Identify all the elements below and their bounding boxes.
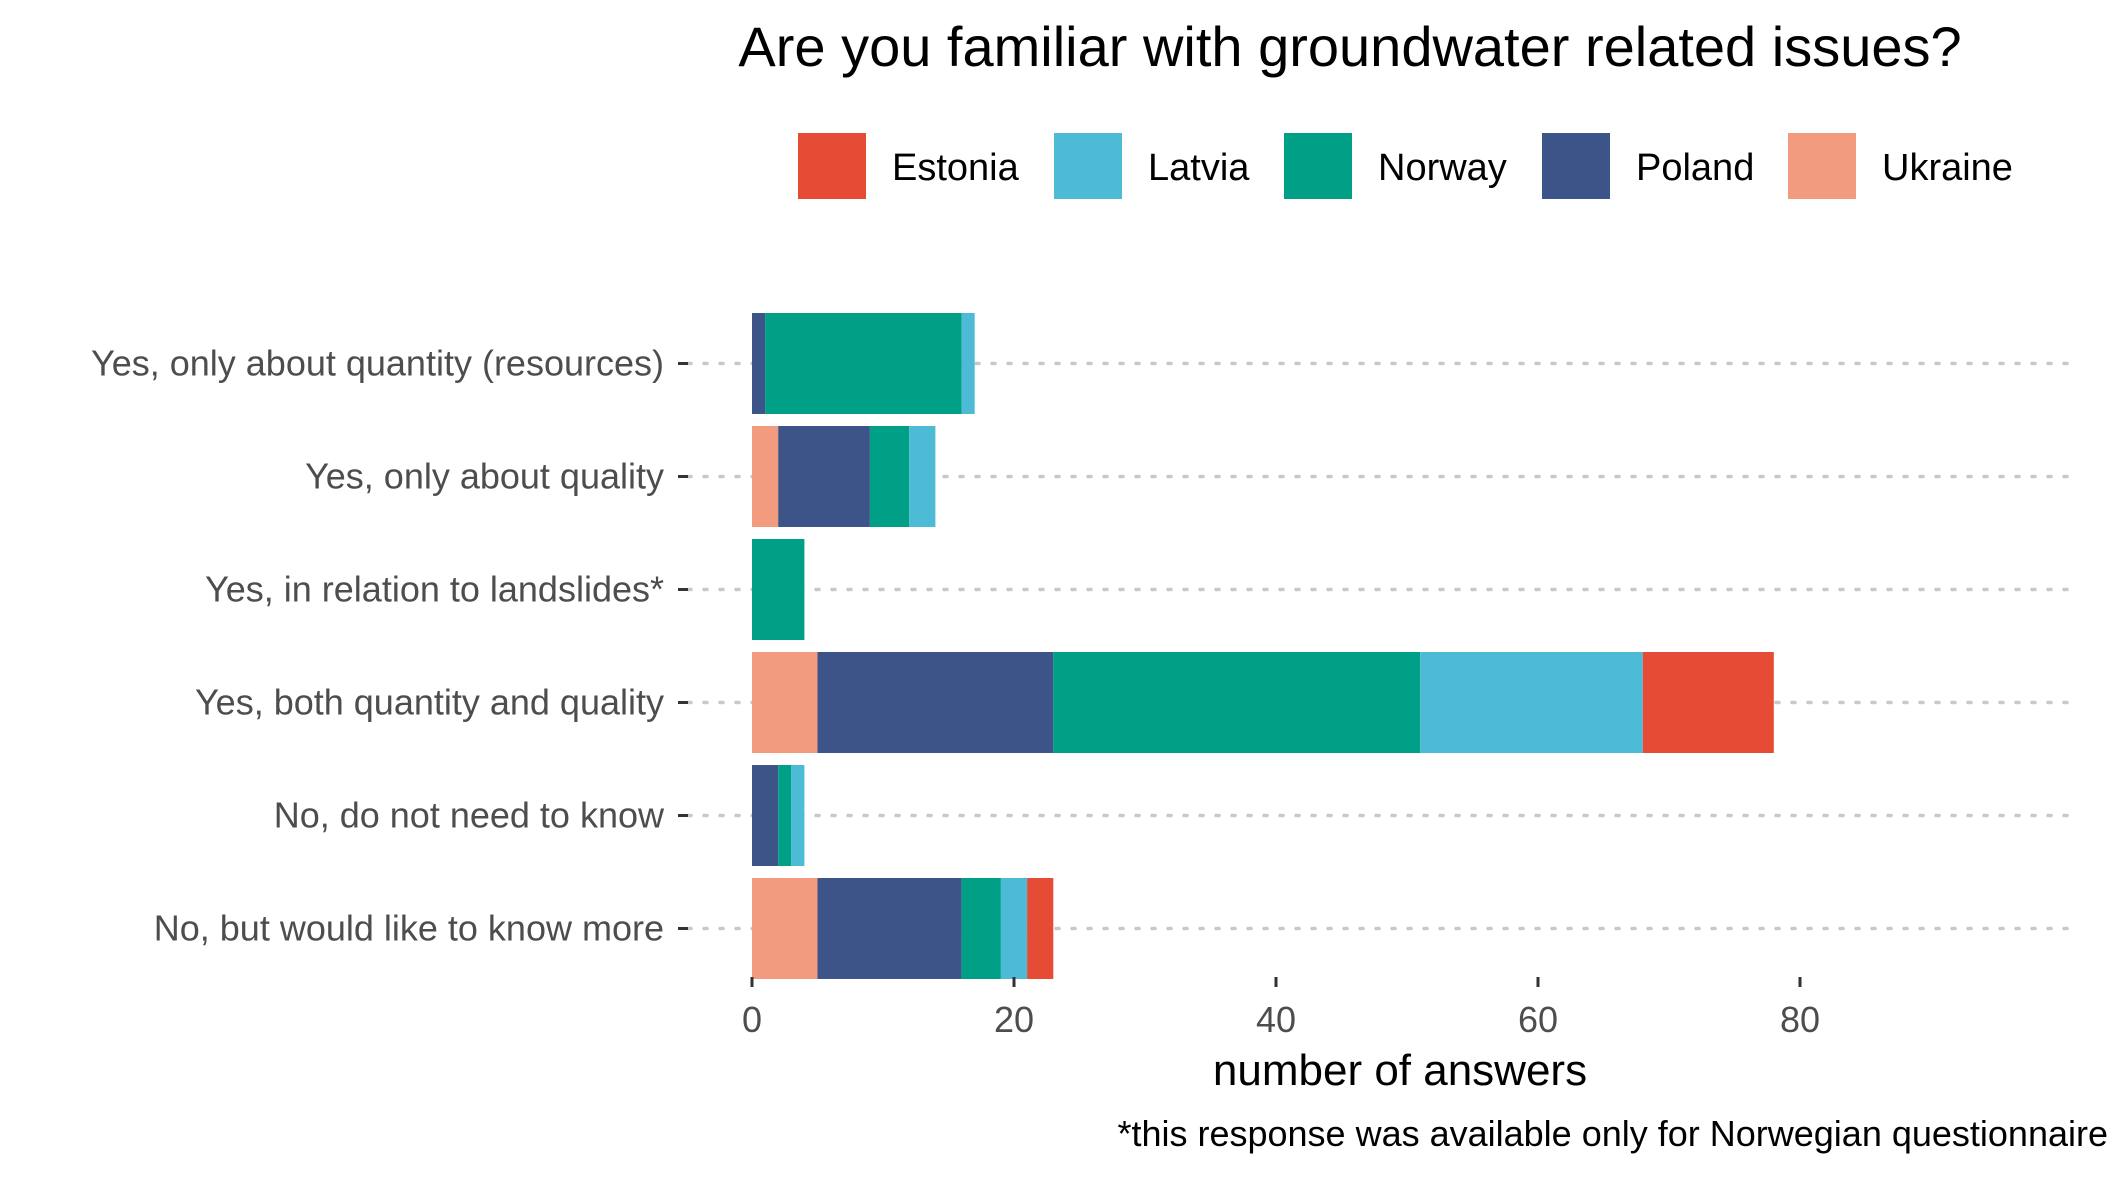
category-label-no-but-would-like-to-know-more: No, but would like to know more [154,908,664,949]
legend-key-norway [1284,133,1352,199]
bar-ukraine-yes-only-about-quality [752,426,779,527]
legend-label-estonia: Estonia [892,147,1020,189]
bar-poland-no-do-not-need-to-know [752,765,779,866]
category-label-yes-both-quantity-and-quality: Yes, both quantity and quality [195,682,664,723]
bar-latvia-yes-both-quantity-and-quality [1420,652,1643,753]
bar-norway-yes-both-quantity-and-quality [1053,652,1421,753]
legend-key-poland [1542,133,1610,199]
bar-norway-yes-only-about-quality [869,426,910,527]
y-axis: Yes, only about quantity (resources) Yes,… [91,343,688,949]
x-tick-label-20: 20 [994,999,1034,1040]
legend-label-latvia: Latvia [1148,147,1250,189]
bar-poland-no-but-would-like-to-know-more [817,878,962,979]
x-axis: 0 20 40 60 80 [742,977,1820,1040]
bar-latvia-yes-only-about-quantity-resources [961,313,975,414]
legend-label-poland: Poland [1636,147,1754,189]
legend: Estonia Latvia Norway Poland Ukraine [798,133,2013,199]
bar-norway-yes-in-relation-to-landslides [752,539,805,640]
category-label-yes-only-about-quality: Yes, only about quality [305,456,664,497]
bar-latvia-no-but-would-like-to-know-more [1000,878,1028,979]
bar-estonia-no-but-would-like-to-know-more [1027,878,1054,979]
category-label-no-do-not-need-to-know: No, do not need to know [274,795,665,836]
x-tick-label-40: 40 [1256,999,1296,1040]
bar-norway-no-but-would-like-to-know-more [961,878,1001,979]
x-tick-label-60: 60 [1518,999,1558,1040]
legend-key-latvia [1054,133,1122,199]
bar-ukraine-no-but-would-like-to-know-more [752,878,818,979]
footnote: *this response was available only for No… [1117,1113,2108,1154]
category-label-yes-in-relation-to-landslides: Yes, in relation to landslides* [205,569,664,610]
bar-latvia-yes-only-about-quality [909,426,936,527]
x-tick-label-0: 0 [742,999,762,1040]
legend-label-ukraine: Ukraine [1882,147,2013,189]
bar-estonia-yes-both-quantity-and-quality [1642,652,1774,753]
bar-latvia-no-do-not-need-to-know [791,765,805,866]
category-label-yes-only-about-quantity-resources: Yes, only about quantity (resources) [91,343,664,384]
bar-ukraine-yes-both-quantity-and-quality [752,652,818,753]
bar-poland-yes-only-about-quality [778,426,870,527]
legend-label-norway: Norway [1378,147,1507,189]
legend-key-estonia [798,133,866,199]
x-axis-title: number of answers [1213,1046,1587,1095]
bar-poland-yes-both-quantity-and-quality [817,652,1054,753]
bar-poland-yes-only-about-quantity-resources [752,313,766,414]
bars [752,313,1774,979]
x-tick-label-80: 80 [1780,999,1820,1040]
bar-norway-no-do-not-need-to-know [778,765,792,866]
chart-title: Are you familiar with groundwater relate… [738,15,1961,78]
legend-key-ukraine [1788,133,1856,199]
bar-norway-yes-only-about-quantity-resources [765,313,962,414]
